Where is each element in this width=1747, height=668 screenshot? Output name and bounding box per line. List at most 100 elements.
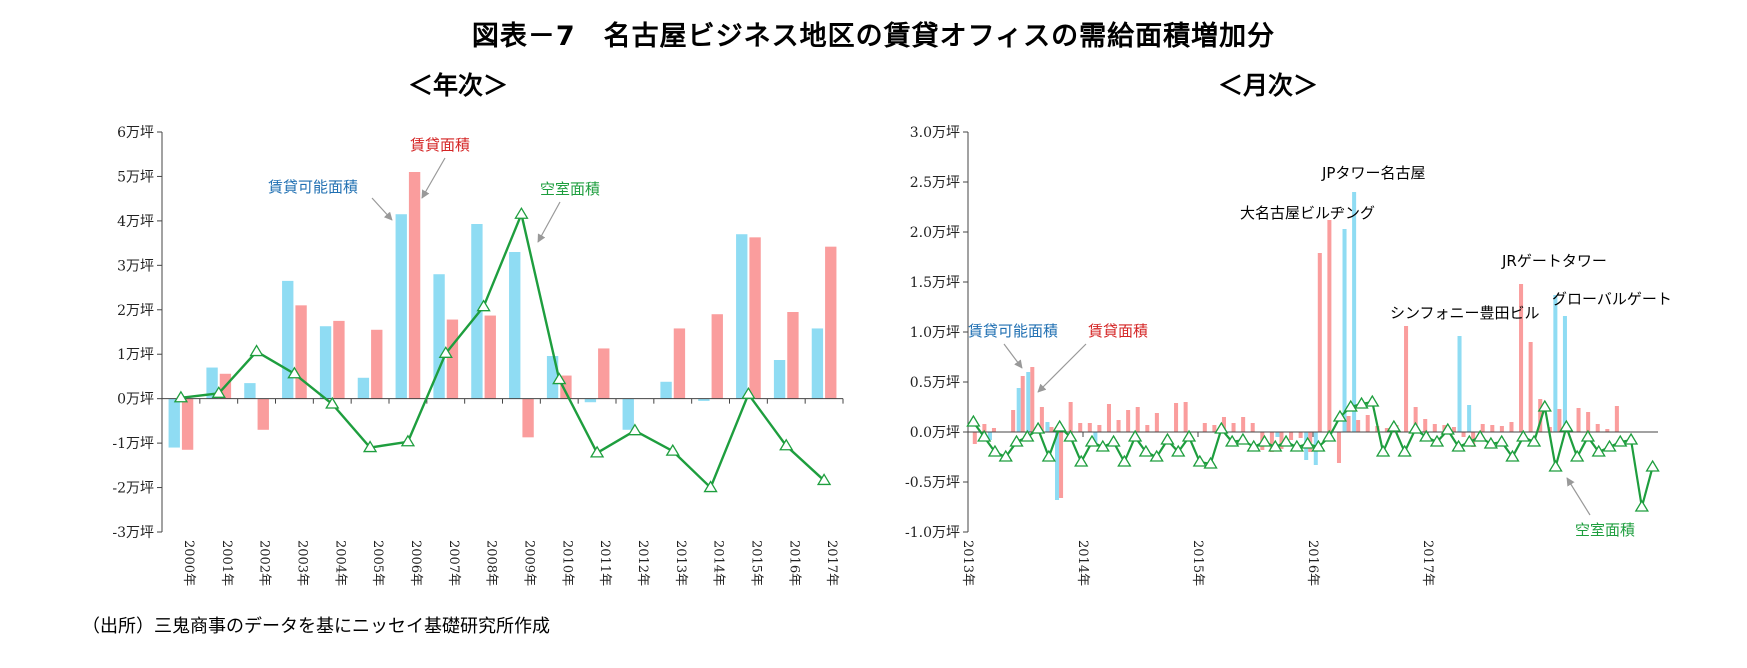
monthly-bar-leased [1241,417,1246,432]
annual-vacant-marker [703,480,718,493]
annual-bar-available [471,224,483,399]
annual-x-tick-label: 2010年 [559,540,574,586]
monthly-x-tick-label: 2017年 [1420,540,1435,586]
monthly-y-tick-label: 0.0万坪 [910,425,960,441]
monthly-bar-leased [1030,367,1035,432]
monthly-bar-leased [1068,402,1073,432]
monthly-y-tick-label: -0.5万坪 [905,475,960,491]
monthly-x-tick-label: 2016年 [1305,540,1320,586]
monthly-vacant-marker [1268,439,1283,452]
annual-bar-leased [257,398,269,430]
annual-y-tick-label: 2万坪 [117,303,154,319]
annual-y-tick-label: 4万坪 [117,214,154,230]
annual-y-tick-label: -2万坪 [112,481,154,497]
monthly-bar-leased [1327,220,1332,432]
source-note: （出所）三鬼商事のデータを基にニッセイ基礎研究所作成 [82,616,550,637]
monthly-vacant-marker [1192,454,1207,467]
annual-bar-leased [408,172,421,399]
monthly-vacant-marker [1181,429,1197,442]
annual-vacant-line [180,210,825,490]
annual-label-vacant: 空室面積 [540,180,600,198]
annual-vacant-marker [476,299,491,312]
monthly-bar-leased [1116,420,1121,432]
annual-x-tick-label: 2006年 [408,540,423,586]
monthly-vacant-marker [1602,439,1617,452]
monthly-vacant-marker [1580,429,1596,442]
monthly-bar-leased [1432,424,1437,432]
annual-bar-leased [598,348,610,399]
annual-y-tick-label: 3万坪 [117,258,154,274]
annual-vacant-marker [514,206,529,219]
monthly-bar-available [1026,372,1031,432]
annual-bar-leased [333,320,345,399]
monthly-bar-leased [1145,425,1150,432]
annual-bar-available [433,274,445,399]
annual-vacant-marker [816,473,832,486]
annual-x-tick-label: 2011年 [597,540,612,586]
monthly-vacant-marker [1343,399,1358,412]
monthly-bar-available [987,432,992,440]
monthly-subtitle: ＜月次＞ [1218,71,1319,100]
monthly-bar-leased [1298,432,1303,438]
annual-bar-available [698,398,710,401]
monthly-bar-leased [1250,423,1255,432]
annual-bar-leased [446,319,459,399]
monthly-bar-leased [1346,416,1351,432]
annual-x-tick-label: 2007年 [446,540,461,586]
annual-bar-leased [749,237,761,399]
monthly-vacant-marker [977,429,992,442]
annual-bar-available [206,367,218,399]
annual-y-tick-label: 1万坪 [117,347,154,363]
monthly-x-tick-label: 2014年 [1075,540,1090,586]
annual-x-tick-label: 2003年 [294,540,309,586]
monthly-vacant-marker [1257,434,1272,447]
monthly-bar-leased [1269,432,1274,452]
annual-vacant-marker [211,386,226,398]
monthly-vacant-marker [1494,434,1509,447]
monthly-vacant-marker [1009,434,1024,447]
annual-vacant-marker [287,366,302,379]
annual-vacant-marker [589,445,605,458]
monthly-vacant-marker [1375,444,1391,457]
annual-bar-available [168,398,180,448]
monthly-vacant-marker [1537,399,1552,412]
monthly-bar-leased [1049,427,1054,432]
monthly-bar-leased [1106,404,1111,432]
monthly-vacant-marker [1300,436,1315,449]
monthly-bar-leased [1126,410,1131,432]
monthly-bar-leased [1413,407,1418,432]
annual-bar-available [584,398,597,403]
annual-x-tick-label: 2014年 [711,540,726,586]
monthly-bar-leased [991,428,996,432]
annual-bar-leased [522,398,534,438]
monthly-vacant-marker [1063,429,1078,442]
annual-vacant-marker [627,423,643,436]
monthly-bar-available [1562,316,1567,432]
monthly-bar-available [1457,336,1462,432]
annual-x-tick-label: 2004年 [332,540,347,586]
monthly-y-tick-label: 2.5万坪 [910,175,960,191]
monthly-label-dai-nagoya: 大名古屋ビルヂング [1240,204,1375,222]
monthly-bar-leased [1384,428,1389,432]
annual-bar-available [773,360,786,399]
annual-bar-leased [825,246,837,399]
monthly-y-tick-label: 1.5万坪 [910,275,960,291]
annual-bar-leased [787,312,799,399]
monthly-vacant-marker [1472,429,1488,442]
monthly-bar-leased [1423,419,1428,432]
monthly-arrow-available [1003,343,1023,369]
annual-y-tick-label: -1万坪 [112,436,154,452]
annual-bar-leased [181,398,194,450]
monthly-vacant-marker [1224,434,1240,447]
monthly-bar-available [1352,192,1357,432]
monthly-vacant-marker [1332,409,1348,422]
monthly-bar-leased [1499,426,1504,432]
annual-x-tick-label: 2005年 [370,540,385,586]
annual-x-tick-label: 2016年 [786,540,801,586]
annual-vacant-marker [779,438,794,451]
annual-vacant-marker [741,386,756,399]
annual-bar-leased [673,328,686,399]
annual-y-tick-label: -3万坪 [112,525,154,541]
monthly-label-jp-tower: JPタワー名古屋 [1321,164,1425,182]
